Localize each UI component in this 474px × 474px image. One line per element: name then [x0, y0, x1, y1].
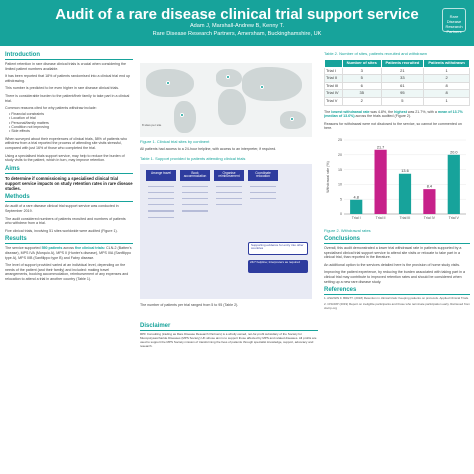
- map-legend: 8 sites per site: [142, 123, 162, 127]
- table-header-cell: Patients withdrawn: [423, 59, 470, 68]
- site-marker: [166, 81, 170, 85]
- south-america-shape: [174, 101, 196, 133]
- methods-paragraph: The audit considered numbers of patients…: [5, 216, 126, 226]
- diagram-column-accommodation: Book accommodation: [180, 169, 210, 212]
- bar-value-label: 4.8: [354, 195, 359, 199]
- bar-value-label: 13.6: [401, 169, 408, 173]
- diagram-column-travel: Arrange travel: [146, 169, 176, 218]
- right-column: Table 2. Number of sites, patients recru…: [324, 49, 470, 467]
- intro-paragraph: Common reasons cited for why patients wi…: [5, 106, 97, 111]
- table-header-cell: Number of sites: [342, 59, 382, 68]
- helpline-text: All patients had access to a 24-hour hel…: [140, 147, 277, 151]
- methods-paragraph: Five clinical trials, involving 51 sites…: [5, 228, 118, 233]
- conclusions-heading: Conclusions: [324, 236, 470, 244]
- table-header-row: Number of sites Patients recruited Patie…: [324, 59, 470, 68]
- organisation-logo: Rare Disease Research Partners: [442, 8, 466, 34]
- y-tick-label: 25: [338, 138, 342, 142]
- poster-title: Audit of a rare disease clinical trial s…: [55, 6, 419, 23]
- table-row: Trial IV 35 95 8: [324, 89, 470, 98]
- figure-1-caption: Figure 1. Clinical trial sites by contin…: [140, 139, 210, 144]
- site-marker: [180, 113, 184, 117]
- bar: [374, 149, 387, 214]
- results-paragraph: The service supported 550 patients acros…: [5, 246, 132, 260]
- table-1-caption: Table 1. Support provided to patients at…: [140, 155, 246, 161]
- africa-shape: [218, 89, 246, 125]
- bar: [447, 154, 460, 214]
- conclusions-paragraph: Overall, this audit demonstrated a lower…: [324, 245, 462, 260]
- references-heading: References: [324, 287, 470, 296]
- intro-paragraph: Patient retention in rare disease clinic…: [5, 62, 127, 71]
- y-tick-label: 5: [340, 197, 342, 201]
- diagram-column-reimbursement: Organise reimbursement: [214, 169, 244, 206]
- left-column: Introduction Patient retention in rare d…: [5, 49, 133, 467]
- table-row: Trial II 5 33 2: [324, 74, 470, 83]
- site-marker: [226, 75, 230, 79]
- intro-paragraph: There is considerable burden to the pati…: [5, 93, 130, 103]
- x-tick-label: Trial V: [449, 216, 460, 220]
- bar: [350, 199, 363, 214]
- support-diagram: Arrange travel Book accommodation Organi…: [140, 163, 312, 299]
- site-marker: [260, 85, 264, 89]
- poster-affiliation: Rare Disease Research Partners, Amersham…: [152, 30, 322, 37]
- disclaimer-text: RPF Consulting (trading as Rare Disease …: [140, 332, 317, 348]
- aims-text: To determine if commissioning a speciali…: [5, 175, 133, 192]
- intro-paragraph: It has been reported that 18% of patient…: [5, 74, 131, 83]
- reason-bullet: • Side effects: [9, 129, 30, 134]
- bar-value-label: 8.4: [427, 185, 432, 189]
- intro-paragraph: This number is predicted to be even high…: [5, 86, 120, 91]
- world-map-figure: 8 sites per site: [140, 63, 312, 137]
- results-table: Number of sites Patients recruited Patie…: [324, 59, 470, 106]
- bar-value-label: 21.7: [377, 145, 384, 149]
- intro-paragraph: When surveyed about their experiences of…: [5, 136, 128, 150]
- reason-bullet: • Personal/family matters: [9, 120, 49, 125]
- site-marker: [290, 117, 294, 121]
- conclusions-paragraph: Improving the patient experience, by red…: [324, 270, 466, 284]
- results-paragraph: The level of support provided varied at …: [5, 263, 129, 281]
- withdrawal-rate-chart: 0 5 10 15 20 25 Withdrawal rate (%) 4.8 Trial I 2…: [326, 138, 466, 220]
- results-heading: Results: [5, 236, 133, 245]
- y-tick-label: 20: [338, 153, 342, 157]
- table-2-caption: Table 2. Number of sites, patients recru…: [324, 51, 427, 56]
- bar: [398, 173, 412, 214]
- reasons-text: Reasons for withdrawal were not disclose…: [324, 121, 462, 131]
- methods-paragraph: An audit of a rare disease clinical tria…: [5, 204, 119, 213]
- x-tick-label: Trial IV: [424, 216, 436, 220]
- y-axis-label: Withdrawal rate (%): [326, 161, 330, 193]
- x-tick-label: Trial II: [376, 216, 386, 220]
- methods-heading: Methods: [5, 194, 133, 203]
- disclaimer-heading: Disclaimer: [140, 323, 318, 332]
- aims-heading: Aims: [5, 166, 133, 174]
- poster-authors: Adam J, Marshall-Andrew B, Kenny T.: [189, 23, 285, 29]
- diagram-column-relocation: Coordinate relocation: [248, 169, 278, 200]
- diagram-box-helpline: 24/7 helpline; Interpreters as required: [248, 259, 308, 273]
- diagram-box-evidence: Supporting evidence for entry into other…: [248, 241, 308, 255]
- poster-header: Audit of a rare disease clinical trial s…: [0, 0, 474, 46]
- y-tick-label: 0: [340, 212, 342, 216]
- north-america-shape: [146, 69, 194, 97]
- conclusions-paragraph: An additional option to the services det…: [324, 262, 461, 267]
- middle-column: 8 sites per site Figure 1. Clinical tria…: [140, 49, 318, 467]
- reference-item: 1. ASHWIN F. BRETT. (2018) Retention in …: [324, 296, 469, 301]
- x-tick-label: Trial I: [352, 216, 361, 220]
- patients-range-text: The number of patients per trial ranged …: [140, 302, 239, 307]
- reference-item: 2. CISCRP (2019) Report on ineligible pa…: [324, 301, 470, 310]
- bar: [423, 189, 436, 214]
- asia-shape: [242, 67, 302, 101]
- x-tick-label: Trial III: [400, 216, 411, 220]
- table-row: Trial I 3 21 1: [324, 66, 470, 76]
- withdrawal-summary: The lowest withdrawal rate was 4.8%, the…: [324, 109, 463, 119]
- bar-value-label: 20.0: [450, 150, 457, 154]
- figure-2-caption: Figure 2. Withdrawal rates: [324, 227, 371, 233]
- table-row: Trial III 6 61 8: [324, 81, 470, 91]
- reason-bullet: • Financial constraints: [9, 111, 45, 116]
- table-header-cell: [324, 59, 343, 68]
- intro-paragraph: Using a specialised trials support servi…: [5, 153, 125, 163]
- reason-bullet: • Location of trial: [9, 116, 36, 121]
- introduction-heading: Introduction: [5, 52, 133, 60]
- table-header-cell: Patients recruited: [380, 59, 425, 68]
- reason-bullet: • Condition not improving: [9, 124, 50, 129]
- y-tick-label: 10: [338, 183, 342, 187]
- y-tick-label: 15: [338, 168, 342, 172]
